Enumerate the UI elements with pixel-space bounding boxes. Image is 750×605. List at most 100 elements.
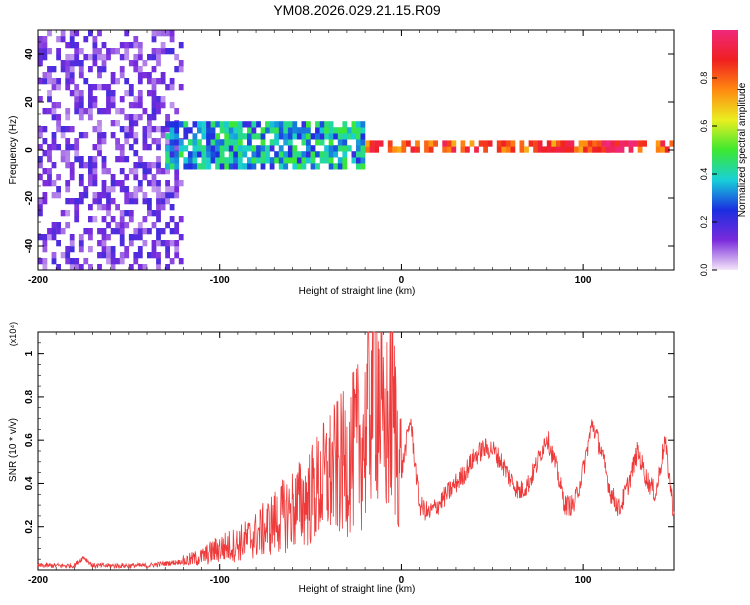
spectrogram-cell [415,146,420,153]
spectrogram-cell [74,204,80,211]
spectrogram-cell [178,42,184,49]
spectrogram-cell [187,139,193,146]
spectrogram-cell [410,146,416,153]
spectrogram-cell [610,140,616,147]
colorbar-tick-label: 0.6 [699,120,709,133]
spectrogram-cell [65,54,71,61]
spectrogram-cell [292,145,298,152]
spectrogram-cell [101,132,107,139]
spectrogram-cell [69,78,75,85]
spectrogram-cell [265,151,270,158]
spectrogram-cell [119,168,125,175]
spectrogram-cell [351,151,357,158]
spectrogram-cell [110,258,116,265]
spectrogram-cell [156,240,161,247]
spectrogram-cell [74,210,80,217]
spectrogram-cell [360,133,366,140]
spectrogram-cell [101,234,107,241]
spectrogram-cell [137,96,143,103]
spectrogram-cell [151,126,157,133]
spectrogram-cell [219,145,225,152]
spectrogram-cell [47,72,52,79]
spectrogram-cell [128,216,134,223]
spectrogram-cell [337,139,343,146]
spectrogram-cell [110,102,116,109]
spectrogram-cell [65,66,71,73]
spectrogram-cell [260,127,266,134]
spectrogram-cell [97,150,102,157]
spectrogram-cell [42,192,48,199]
x-tick-label: -200 [28,575,48,586]
spectrogram-cell [160,30,166,37]
spectrogram-cell [360,121,366,128]
spectrogram-cell [78,90,84,97]
spectrogram-cell [156,60,161,67]
spectrogram-cell [128,90,134,97]
spectrogram-cell [637,146,643,153]
spectrogram-cell [315,151,320,158]
spectrogram-cell [92,102,98,109]
spectrogram-cell [42,36,48,43]
spectrogram-cell [88,96,93,103]
spectrogram-cell [560,140,566,147]
spectrogram-cell [483,140,488,147]
spectrogram-cell [110,78,116,85]
spectrogram-cell [251,127,257,134]
spectrogram-cell [42,126,48,133]
spectrogram-cell [655,146,661,153]
spectrogram-cell [310,151,316,158]
spectrogram-cell [360,127,366,134]
x-tick-label: 0 [399,575,405,586]
spectrogram-cell [169,30,175,37]
spectrogram-cell [169,258,175,265]
spectrogram-cell [83,132,89,139]
spectrogram-cell [337,133,343,140]
spectrogram-cell [233,145,239,152]
spectrogram-cell [74,138,80,145]
spectrogram-cell [351,133,357,140]
spectrogram-cell [97,204,102,211]
spectrogram-cell [51,162,57,169]
spectrogram-cell [274,127,279,134]
spectrogram-cell [160,240,166,247]
y-tick-label: -40 [24,238,35,253]
spectrogram-cell [101,108,107,115]
spectrogram-cell [147,198,152,205]
spectrogram-cell [178,66,184,73]
spectrogram-cell [124,78,130,85]
spectrogram-cell [56,240,61,247]
spectrogram-cell [110,90,116,97]
spectrogram-cell [137,78,143,85]
spectrogram-cell [92,36,98,43]
spectrogram-cell [74,156,80,163]
spectrogram-cell [69,90,75,97]
spectrogram-cell [133,174,139,181]
spectrogram-cell [88,84,93,91]
spectrogram-cell [101,66,107,73]
spectrogram-cell [56,48,61,55]
spectrogram-cell [215,157,220,164]
spectrogram-cell [88,114,93,121]
spectrogram-cell [324,127,329,134]
spectrogram-cell [369,146,375,153]
spectrogram-cell [56,126,61,133]
spectrogram-cell [142,162,148,169]
spectrogram-cell [115,108,120,115]
spectrogram-cell [156,264,161,271]
spectrogram-cell [392,146,398,153]
spectrogram-cell [119,72,125,79]
snr-axes: -200 -100 0 100 0.2 0.4 0.6 0.8 1 [24,331,675,586]
spectrogram-cell [356,127,361,134]
spectrogram-cell [60,150,66,157]
spectrogram-cell [228,139,234,146]
spectrogram-cell [142,72,148,79]
spectrogram-cell [365,140,370,147]
spectrogram-cell [247,139,252,146]
spectrogram-cell [306,133,311,140]
spectrogram-cell [156,192,161,199]
spectrogram-cell [328,151,334,158]
spectrogram-cell [346,145,352,152]
spectrogram-cell [124,210,130,217]
spectrogram-cell [106,186,111,193]
spectrogram-cell [215,151,220,158]
